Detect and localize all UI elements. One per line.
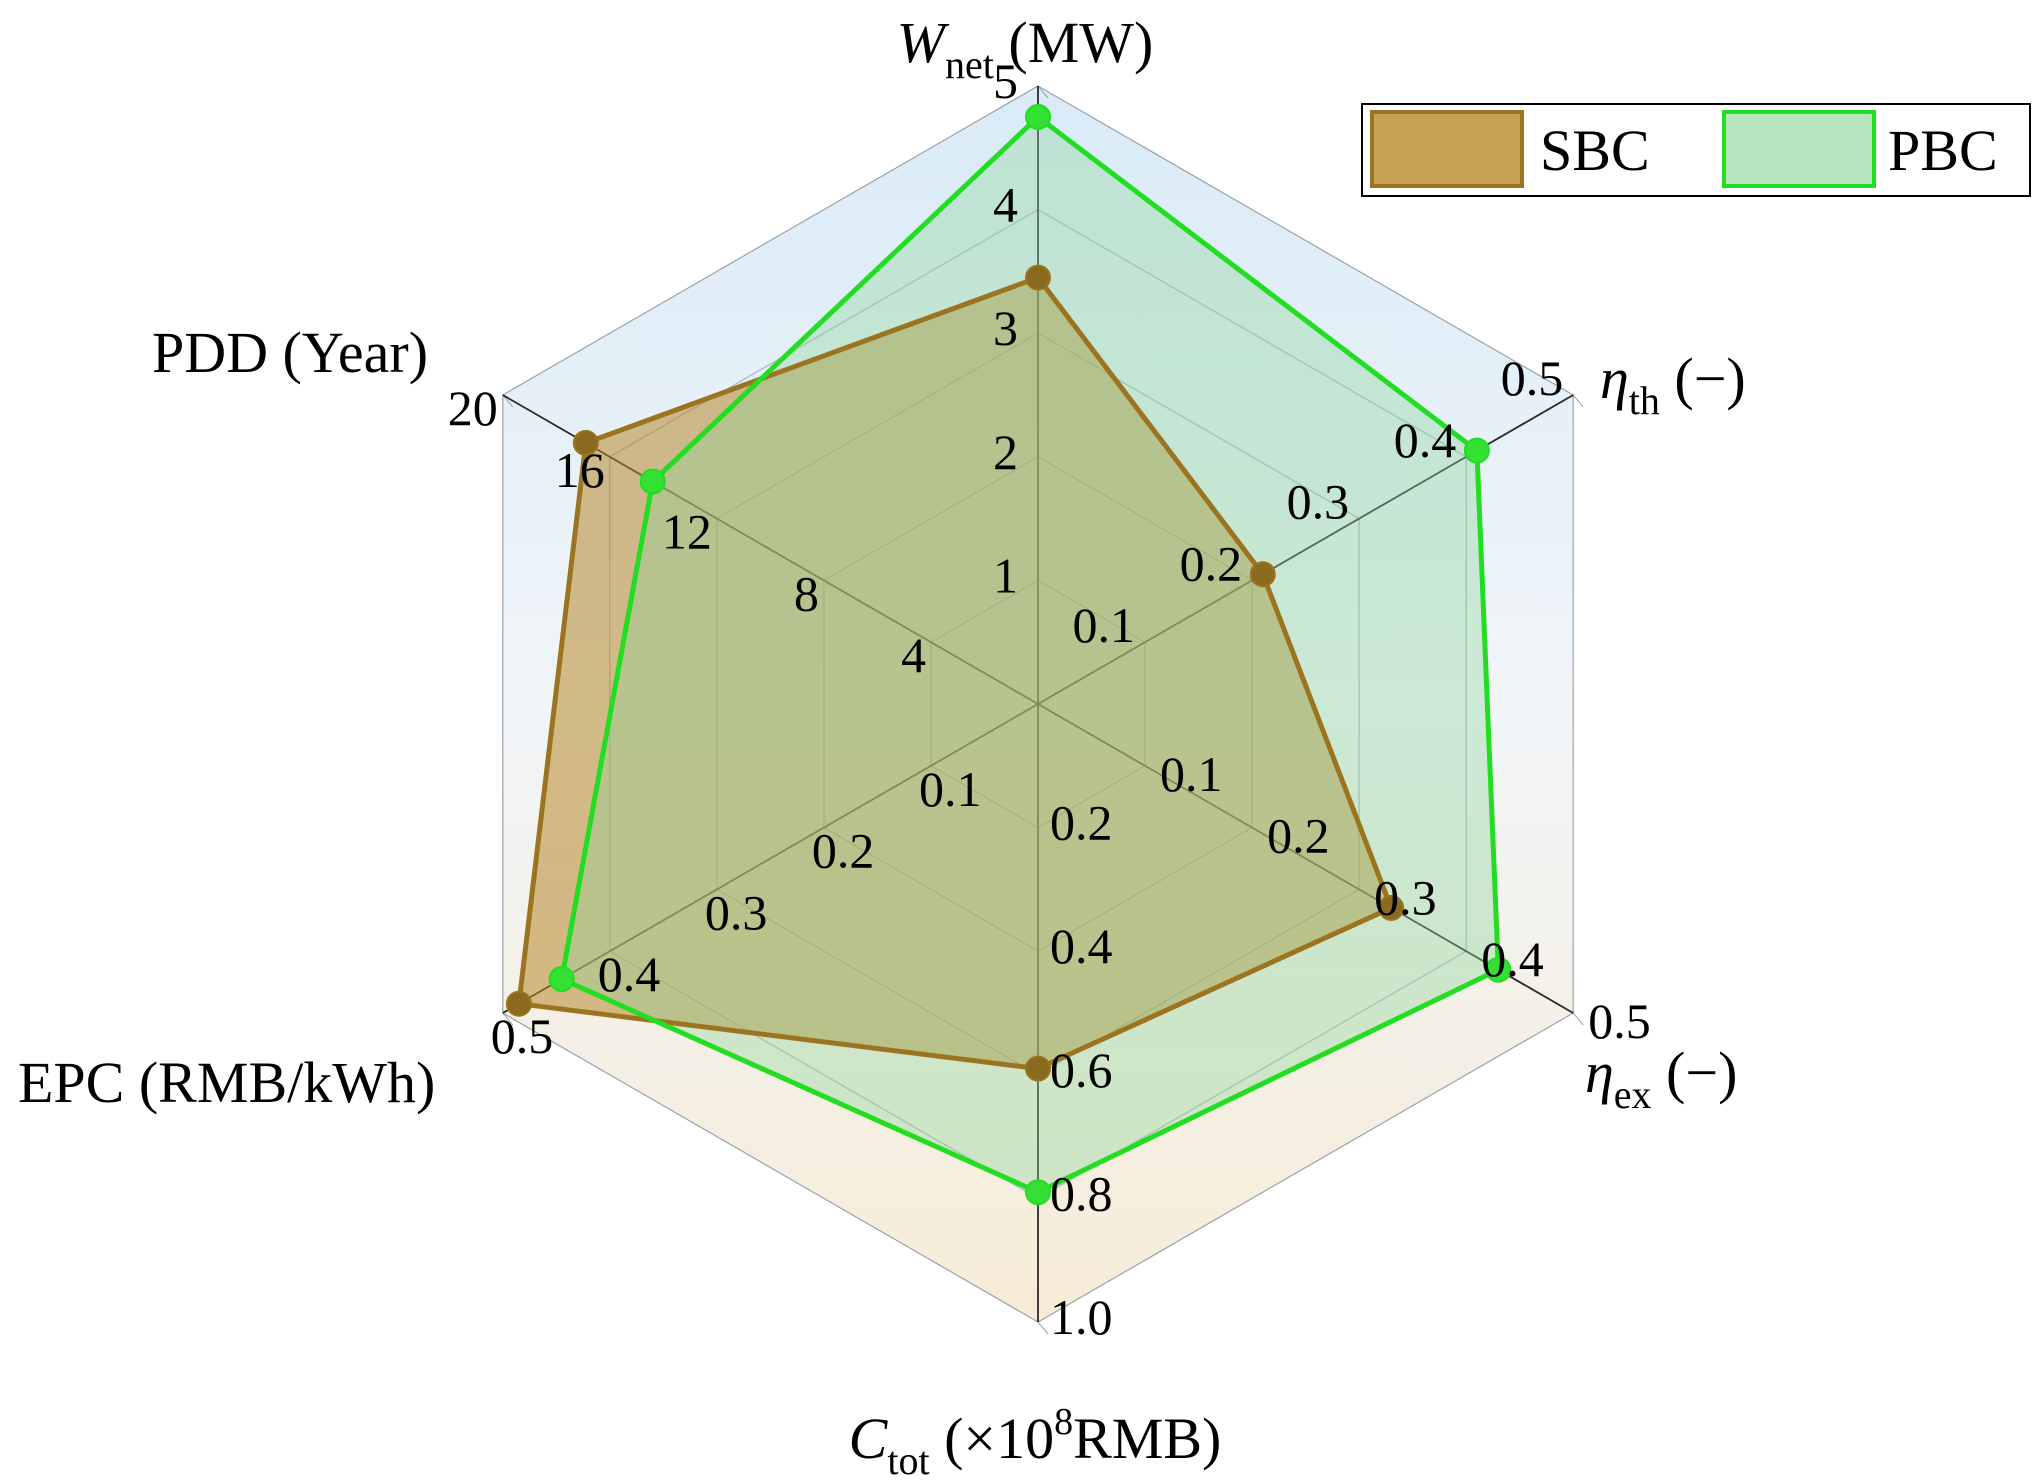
tick-label-ctot-5: 1.0 bbox=[1050, 1289, 1113, 1345]
point-pbc-eta_ex bbox=[1485, 956, 1512, 983]
rim-edge bbox=[1572, 1012, 1584, 1026]
legend-label-sbc: SBC bbox=[1540, 118, 1650, 183]
tick-label-pdd-5: 20 bbox=[448, 380, 498, 436]
legend-swatch-sbc bbox=[1370, 110, 1524, 188]
point-pbc-pdd bbox=[639, 468, 666, 495]
tick-label-eta_ex-5: 0.5 bbox=[1588, 993, 1651, 1049]
axis-title-wnet: Wnet (MW) bbox=[897, 10, 1154, 87]
tick-label-eta_ex-3: 0.3 bbox=[1374, 869, 1437, 925]
tick-label-ctot-4: 0.8 bbox=[1050, 1165, 1113, 1221]
tick-label-wnet-1: 1 bbox=[993, 547, 1018, 603]
series-area-pbc bbox=[561, 116, 1499, 1193]
point-pbc-epc bbox=[548, 966, 575, 992]
legend-swatch-pbc bbox=[1722, 110, 1876, 188]
point-sbc-eta_ex bbox=[1378, 894, 1405, 921]
tick-label-wnet-2: 2 bbox=[993, 424, 1018, 480]
tick-label-pdd-1: 4 bbox=[901, 627, 926, 683]
radar-tick-labels: 123450.10.20.30.40.50.10.20.30.40.50.20.… bbox=[448, 53, 1651, 1345]
tick-label-eta_th-1: 0.1 bbox=[1073, 597, 1136, 653]
axis-title-eta_ex: ηex (−) bbox=[1585, 1040, 1737, 1117]
point-pbc-eta_th bbox=[1463, 437, 1490, 464]
axis-title-eta_th: ηth (−) bbox=[1600, 346, 1746, 423]
tick-label-wnet-5: 5 bbox=[993, 53, 1018, 109]
tick-label-eta_th-4: 0.4 bbox=[1394, 412, 1457, 468]
tick-label-wnet-4: 4 bbox=[993, 177, 1018, 233]
rim-edge bbox=[502, 1012, 514, 1026]
series-area-sbc bbox=[518, 277, 1392, 1069]
tick-label-epc-2: 0.2 bbox=[812, 823, 875, 879]
rim-edge bbox=[1037, 85, 1049, 99]
tick-label-eta_ex-2: 0.2 bbox=[1267, 808, 1330, 864]
point-pbc-ctot bbox=[1025, 1179, 1051, 1206]
tick-label-epc-5: 0.5 bbox=[491, 1008, 554, 1064]
tick-label-eta_ex-4: 0.4 bbox=[1481, 931, 1544, 987]
tick-label-eta_th-3: 0.3 bbox=[1287, 474, 1350, 530]
tick-label-epc-4: 0.4 bbox=[598, 946, 661, 1002]
rim-edge bbox=[1572, 394, 1584, 408]
tick-label-epc-1: 0.1 bbox=[919, 761, 982, 817]
tick-label-ctot-3: 0.6 bbox=[1050, 1042, 1113, 1098]
point-pbc-wnet bbox=[1025, 103, 1051, 130]
point-sbc-wnet bbox=[1025, 264, 1051, 291]
axis-title-pdd: PDD (Year) bbox=[152, 320, 428, 385]
chart-legend: SBC PBC bbox=[1361, 103, 2031, 197]
axis-title-epc: EPC (RMB/kWh) bbox=[18, 1050, 435, 1115]
point-sbc-eta_th bbox=[1249, 561, 1276, 588]
tick-label-eta_th-5: 0.5 bbox=[1501, 350, 1564, 406]
rim-edge bbox=[1037, 1321, 1049, 1335]
radar-axis-labels: Wnet (MW) ηth (−) ηex (−) Ctot (×108RMB) EPC… bbox=[18, 10, 1746, 1482]
radar-series bbox=[505, 103, 1512, 1206]
tick-label-ctot-2: 0.4 bbox=[1050, 918, 1113, 974]
tick-label-epc-3: 0.3 bbox=[705, 884, 768, 940]
tick-label-pdd-2: 8 bbox=[794, 565, 819, 621]
point-sbc-ctot bbox=[1025, 1055, 1051, 1082]
tick-label-pdd-4: 16 bbox=[555, 442, 605, 498]
point-sbc-epc bbox=[505, 990, 532, 1017]
tick-label-wnet-3: 3 bbox=[993, 300, 1018, 356]
tick-label-pdd-3: 12 bbox=[662, 504, 712, 560]
axis-title-ctot: Ctot (×108RMB) bbox=[849, 1401, 1222, 1482]
tick-label-eta_ex-1: 0.1 bbox=[1160, 746, 1223, 802]
point-sbc-pdd bbox=[572, 429, 599, 456]
tick-label-eta_th-2: 0.2 bbox=[1180, 535, 1243, 591]
legend-label-pbc: PBC bbox=[1888, 118, 1998, 183]
tick-label-ctot-1: 0.2 bbox=[1050, 795, 1113, 851]
